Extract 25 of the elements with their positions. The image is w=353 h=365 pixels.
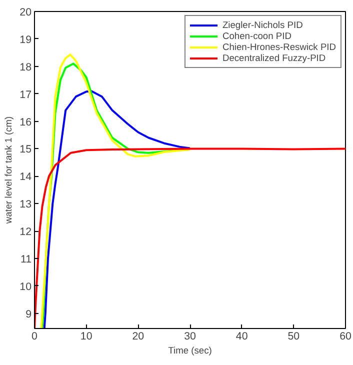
y-tick-label: 9 [26, 308, 32, 320]
y-tick-label: 18 [20, 61, 32, 74]
x-tick-label: 20 [132, 330, 144, 342]
y-tick-label: 16 [20, 116, 32, 128]
y-tick-label: 17 [20, 88, 32, 101]
legend-label: Decentralized Fuzzy-PID [222, 53, 326, 63]
legend-label: Chien-Hrones-Reswick PID [222, 42, 336, 52]
y-tick-label: 13 [20, 198, 32, 211]
y-tick-label: 19 [20, 34, 32, 46]
x-tick-label: 30 [184, 330, 196, 342]
legend-label: Ziegler-Nichols PID [222, 20, 303, 30]
x-axis-title: Time (sec) [168, 346, 212, 356]
x-tick-label: 10 [80, 330, 92, 342]
y-tick-label: 10 [20, 280, 32, 293]
y-tick-label: 11 [20, 254, 32, 266]
y-tick-label: 15 [20, 144, 32, 156]
x-tick-label: 40 [236, 330, 248, 342]
x-tick-label: 60 [340, 330, 352, 342]
y-tick-label: 12 [20, 226, 32, 238]
x-tick-label: 0 [32, 330, 38, 342]
y-axis-title: water level for tank 1 (cm) [4, 116, 14, 225]
legend-label: Cohen-coon PID [222, 31, 292, 41]
x-tick-label: 50 [288, 330, 300, 342]
y-tick-label: 20 [20, 6, 32, 18]
y-tick-label: 14 [20, 171, 32, 184]
